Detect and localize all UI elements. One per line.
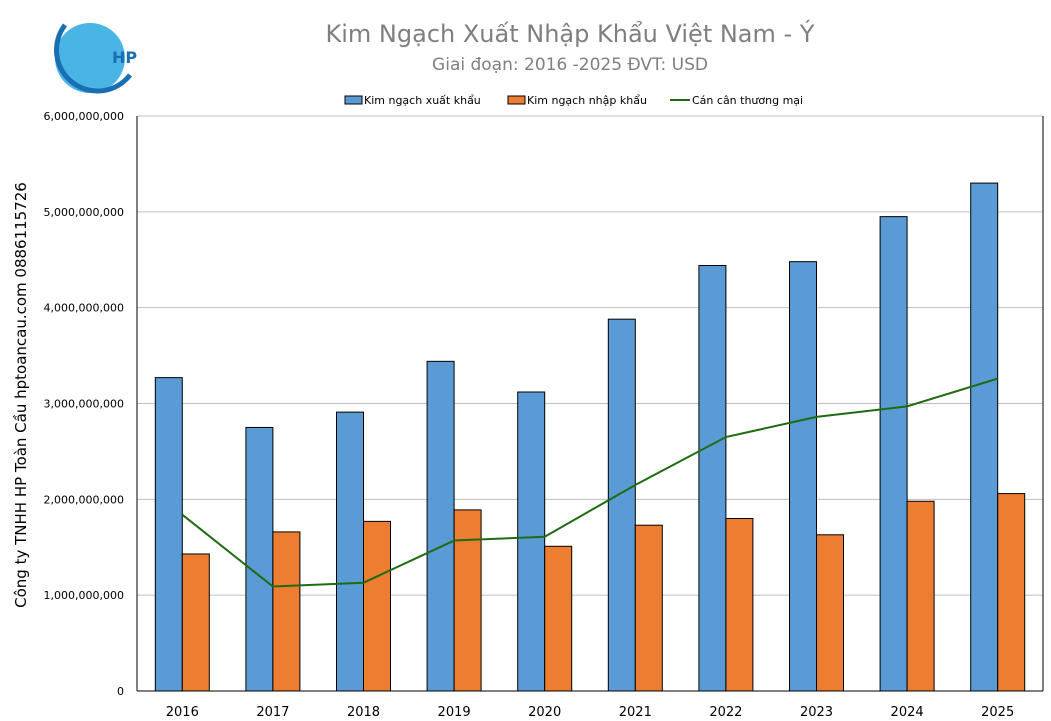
import-bar bbox=[634, 524, 663, 692]
export-bar bbox=[517, 391, 546, 692]
x-tick-label: 2023 bbox=[800, 705, 833, 720]
legend-swatch bbox=[507, 95, 526, 105]
x-tick-label: 2019 bbox=[438, 705, 471, 720]
y-tick-label: 4,000,000,000 bbox=[44, 302, 124, 315]
x-tick-label: 2025 bbox=[981, 705, 1014, 720]
import-bar bbox=[725, 518, 754, 692]
import-bar bbox=[363, 520, 391, 692]
export-bar bbox=[698, 265, 727, 692]
x-tick-label: 2016 bbox=[166, 705, 199, 720]
export-bar bbox=[426, 360, 455, 692]
y-tick-label: 0 bbox=[117, 685, 124, 698]
export-bar bbox=[154, 377, 183, 692]
export-bar bbox=[607, 318, 636, 692]
export-bar bbox=[970, 182, 999, 692]
import-bar bbox=[906, 500, 935, 692]
x-tick-label: 2017 bbox=[256, 705, 289, 720]
import-bar bbox=[816, 534, 844, 692]
x-tick-label: 2020 bbox=[528, 705, 561, 720]
balance-line bbox=[181, 377, 998, 588]
export-bar bbox=[789, 261, 817, 692]
export-bar bbox=[245, 426, 274, 692]
y-tick-label: 2,000,000,000 bbox=[44, 493, 124, 506]
chart-subtitle: Giai đoạn: 2016 -2025 ĐVT: USD bbox=[432, 55, 708, 75]
legend-label: Cán cân thương mại bbox=[692, 94, 803, 107]
x-tick-label: 2024 bbox=[891, 705, 924, 720]
legend-label: Kim ngạch nhập khẩu bbox=[527, 94, 647, 107]
logo-text: HP bbox=[112, 48, 137, 67]
x-tick-label: 2021 bbox=[619, 705, 652, 720]
x-tick-label: 2022 bbox=[709, 705, 742, 720]
legend: Kim ngạch xuất khẩu Kim ngạch nhập khẩu Cá… bbox=[344, 94, 803, 107]
import-bar bbox=[544, 545, 573, 692]
export-bar bbox=[336, 411, 364, 692]
y-tick-label: 1,000,000,000 bbox=[44, 589, 124, 602]
legend-label: Kim ngạch xuất khẩu bbox=[364, 94, 481, 107]
legend-swatch bbox=[344, 95, 363, 105]
import-bar bbox=[453, 509, 482, 692]
import-bar bbox=[181, 553, 210, 692]
logo: HP bbox=[54, 23, 137, 94]
y-tick-label: 6,000,000,000 bbox=[44, 110, 124, 123]
x-tick-label: 2018 bbox=[347, 705, 380, 720]
y-tick-label: 5,000,000,000 bbox=[44, 206, 124, 219]
side-text: Công ty TNHH HP Toàn Cầu hptoancau.com 0… bbox=[12, 182, 30, 608]
export-bar bbox=[879, 216, 908, 692]
import-bar bbox=[272, 531, 301, 692]
import-bar bbox=[997, 493, 1026, 692]
chart-title: Kim Ngạch Xuất Nhập Khẩu Việt Nam - Ý bbox=[326, 19, 815, 48]
y-tick-label: 3,000,000,000 bbox=[44, 398, 124, 411]
